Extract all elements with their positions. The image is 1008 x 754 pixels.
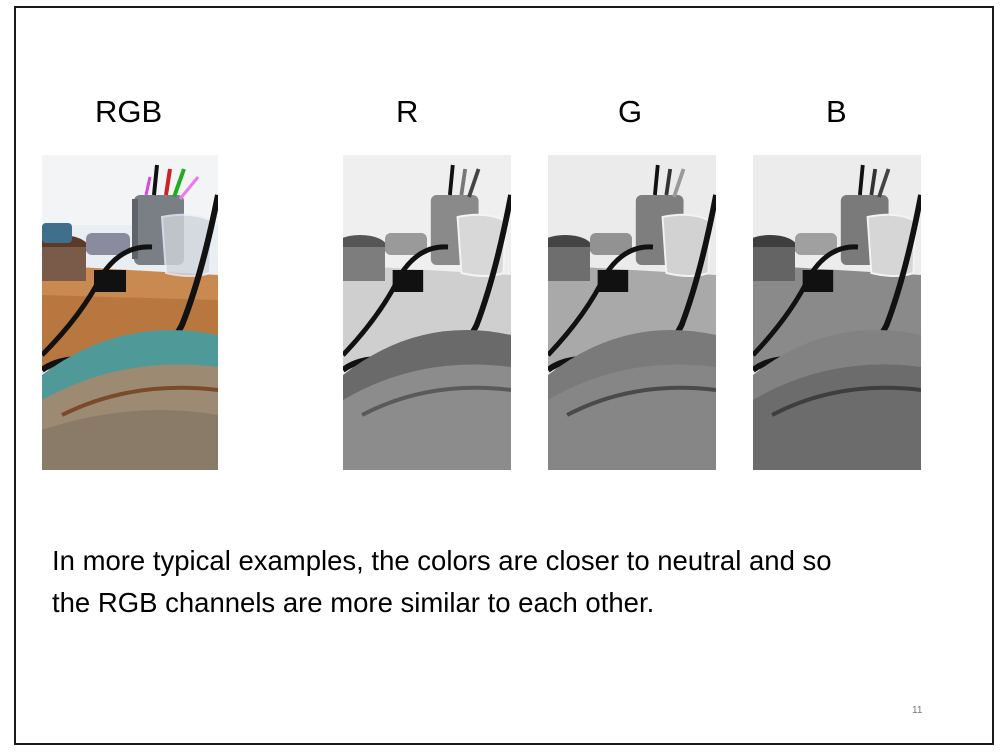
label-rgb: RGB bbox=[95, 94, 163, 129]
caption-line-2: the RGB channels are more similar to eac… bbox=[52, 587, 655, 618]
photo-g-channel bbox=[548, 155, 716, 470]
label-r: R bbox=[396, 94, 419, 129]
photo-rgb bbox=[42, 155, 218, 470]
page-number: 11 bbox=[912, 705, 923, 716]
label-g: G bbox=[618, 94, 643, 129]
photo-r-channel bbox=[343, 155, 511, 470]
caption: In more typical examples, the colors are… bbox=[52, 540, 952, 624]
caption-line-1: In more typical examples, the colors are… bbox=[52, 545, 832, 576]
label-b: B bbox=[826, 94, 847, 129]
photo-b-channel bbox=[753, 155, 921, 470]
